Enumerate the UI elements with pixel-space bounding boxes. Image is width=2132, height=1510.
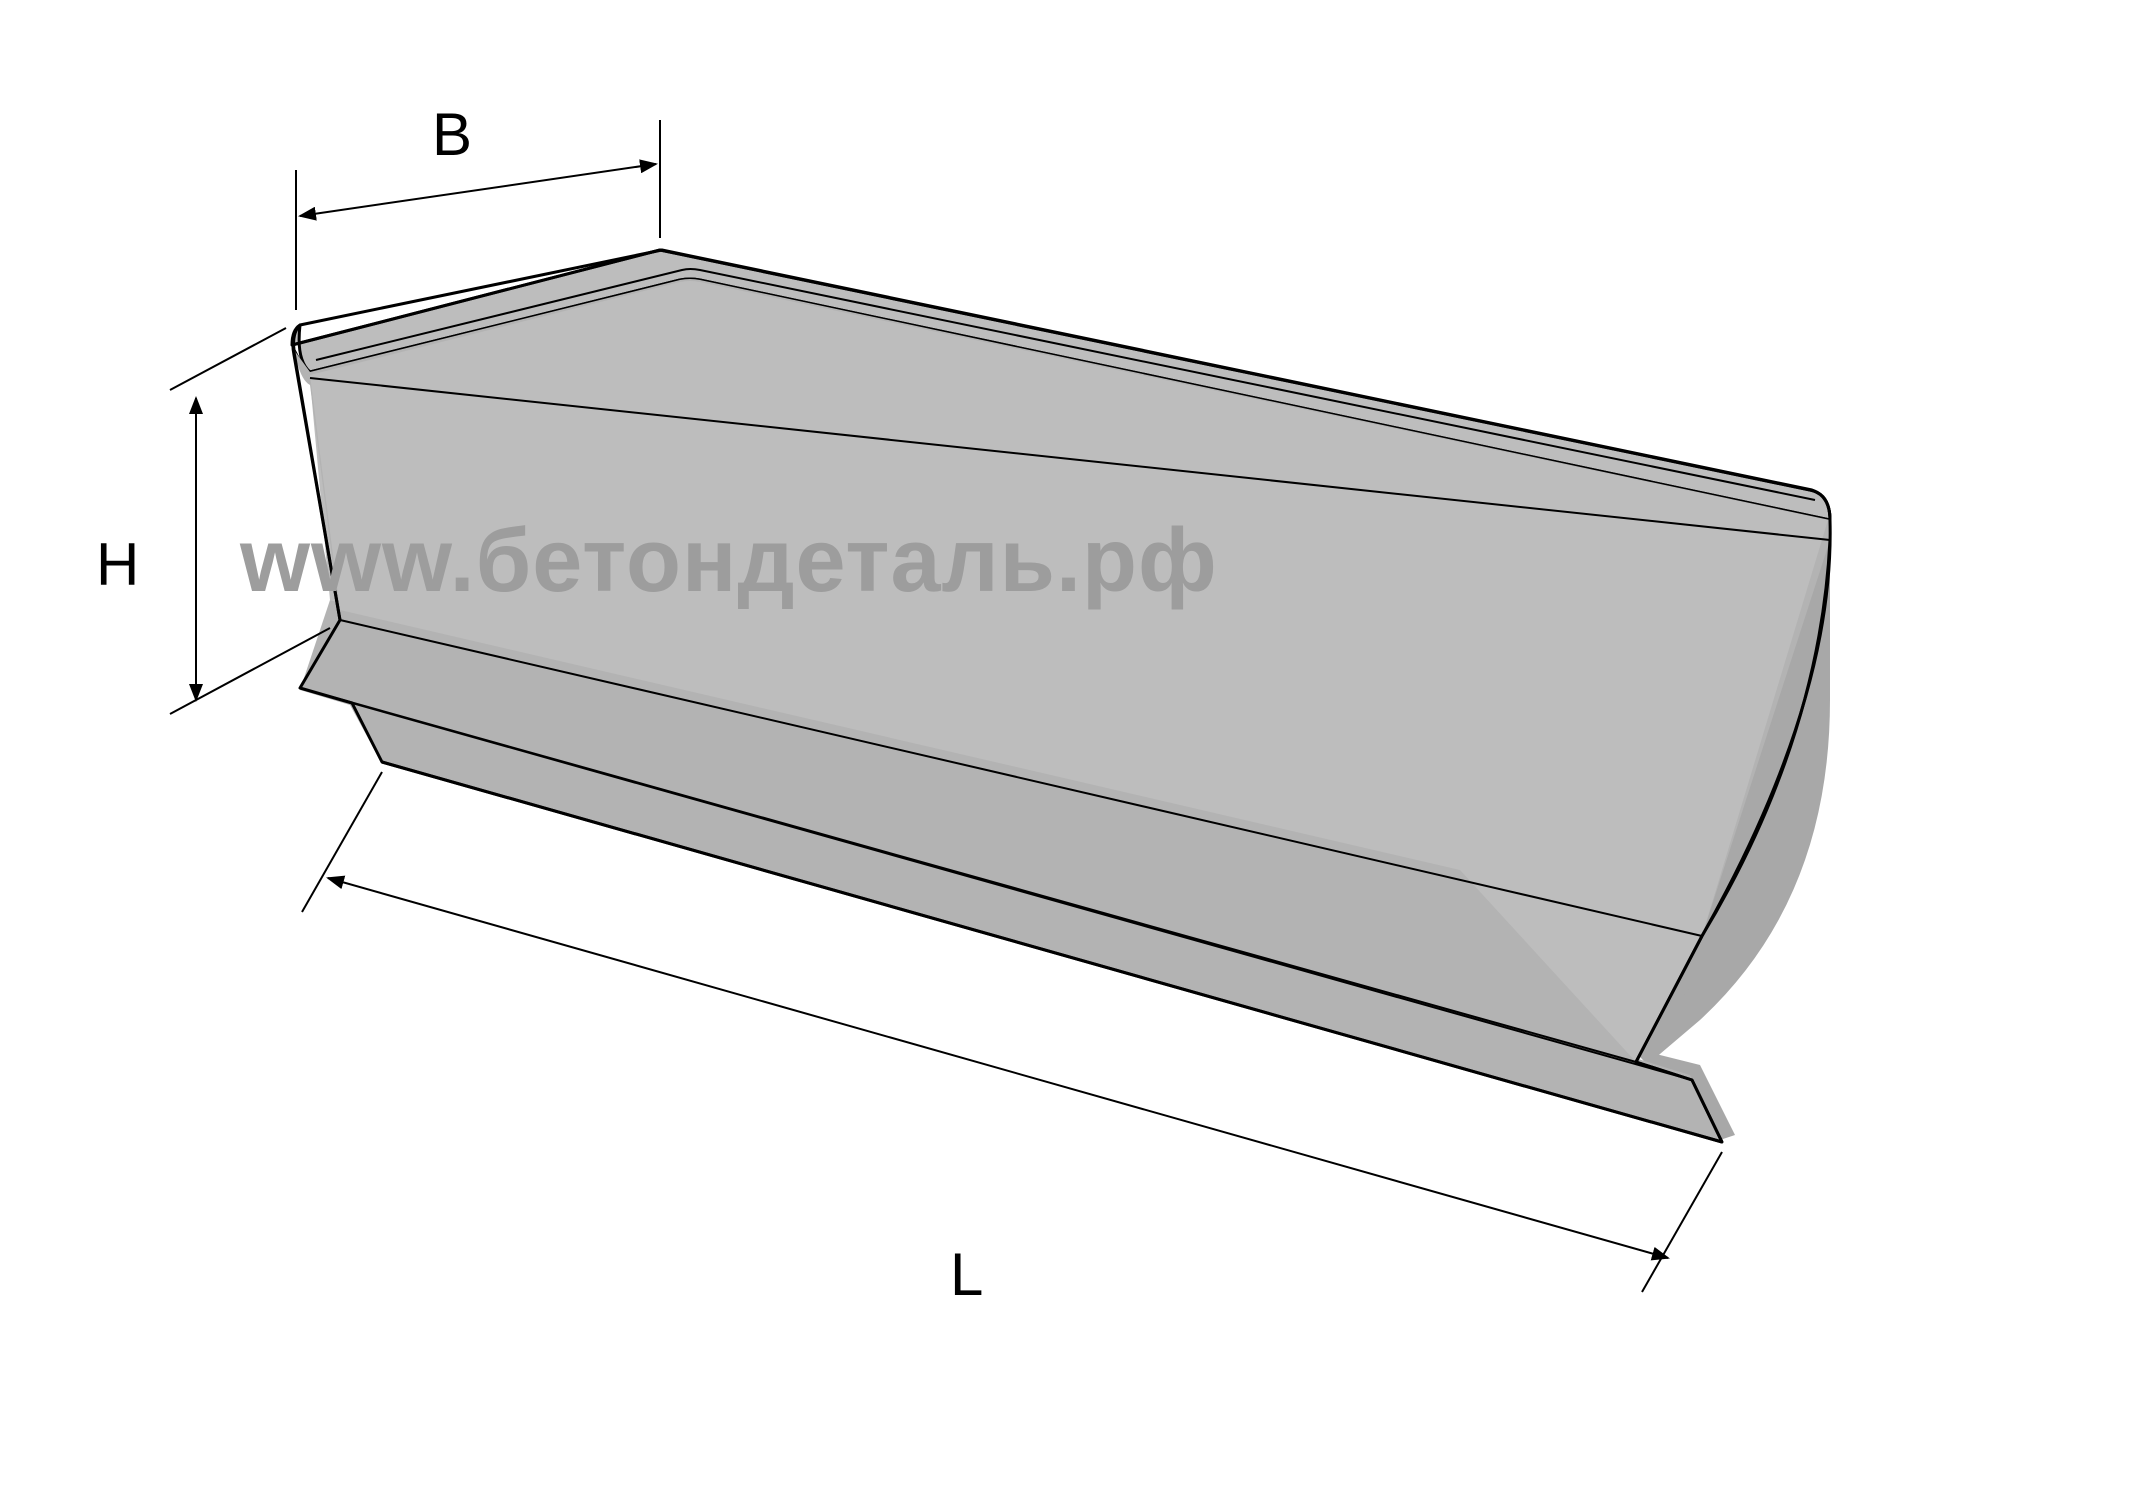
diagram-stage: B H L www.бетондеталь.рф [0, 0, 2132, 1510]
label-H: H [96, 530, 139, 599]
dim-B-line [300, 164, 656, 216]
dim-L-ext1 [302, 772, 382, 912]
dim-H-ext1 [170, 328, 286, 390]
dim-H-ext2 [170, 628, 330, 714]
diagram-svg [0, 0, 2132, 1510]
label-B: B [432, 100, 472, 169]
dim-L-ext2 [1642, 1152, 1722, 1292]
watermark-text: www.бетондеталь.рф [240, 510, 1218, 613]
label-L: L [950, 1240, 983, 1309]
